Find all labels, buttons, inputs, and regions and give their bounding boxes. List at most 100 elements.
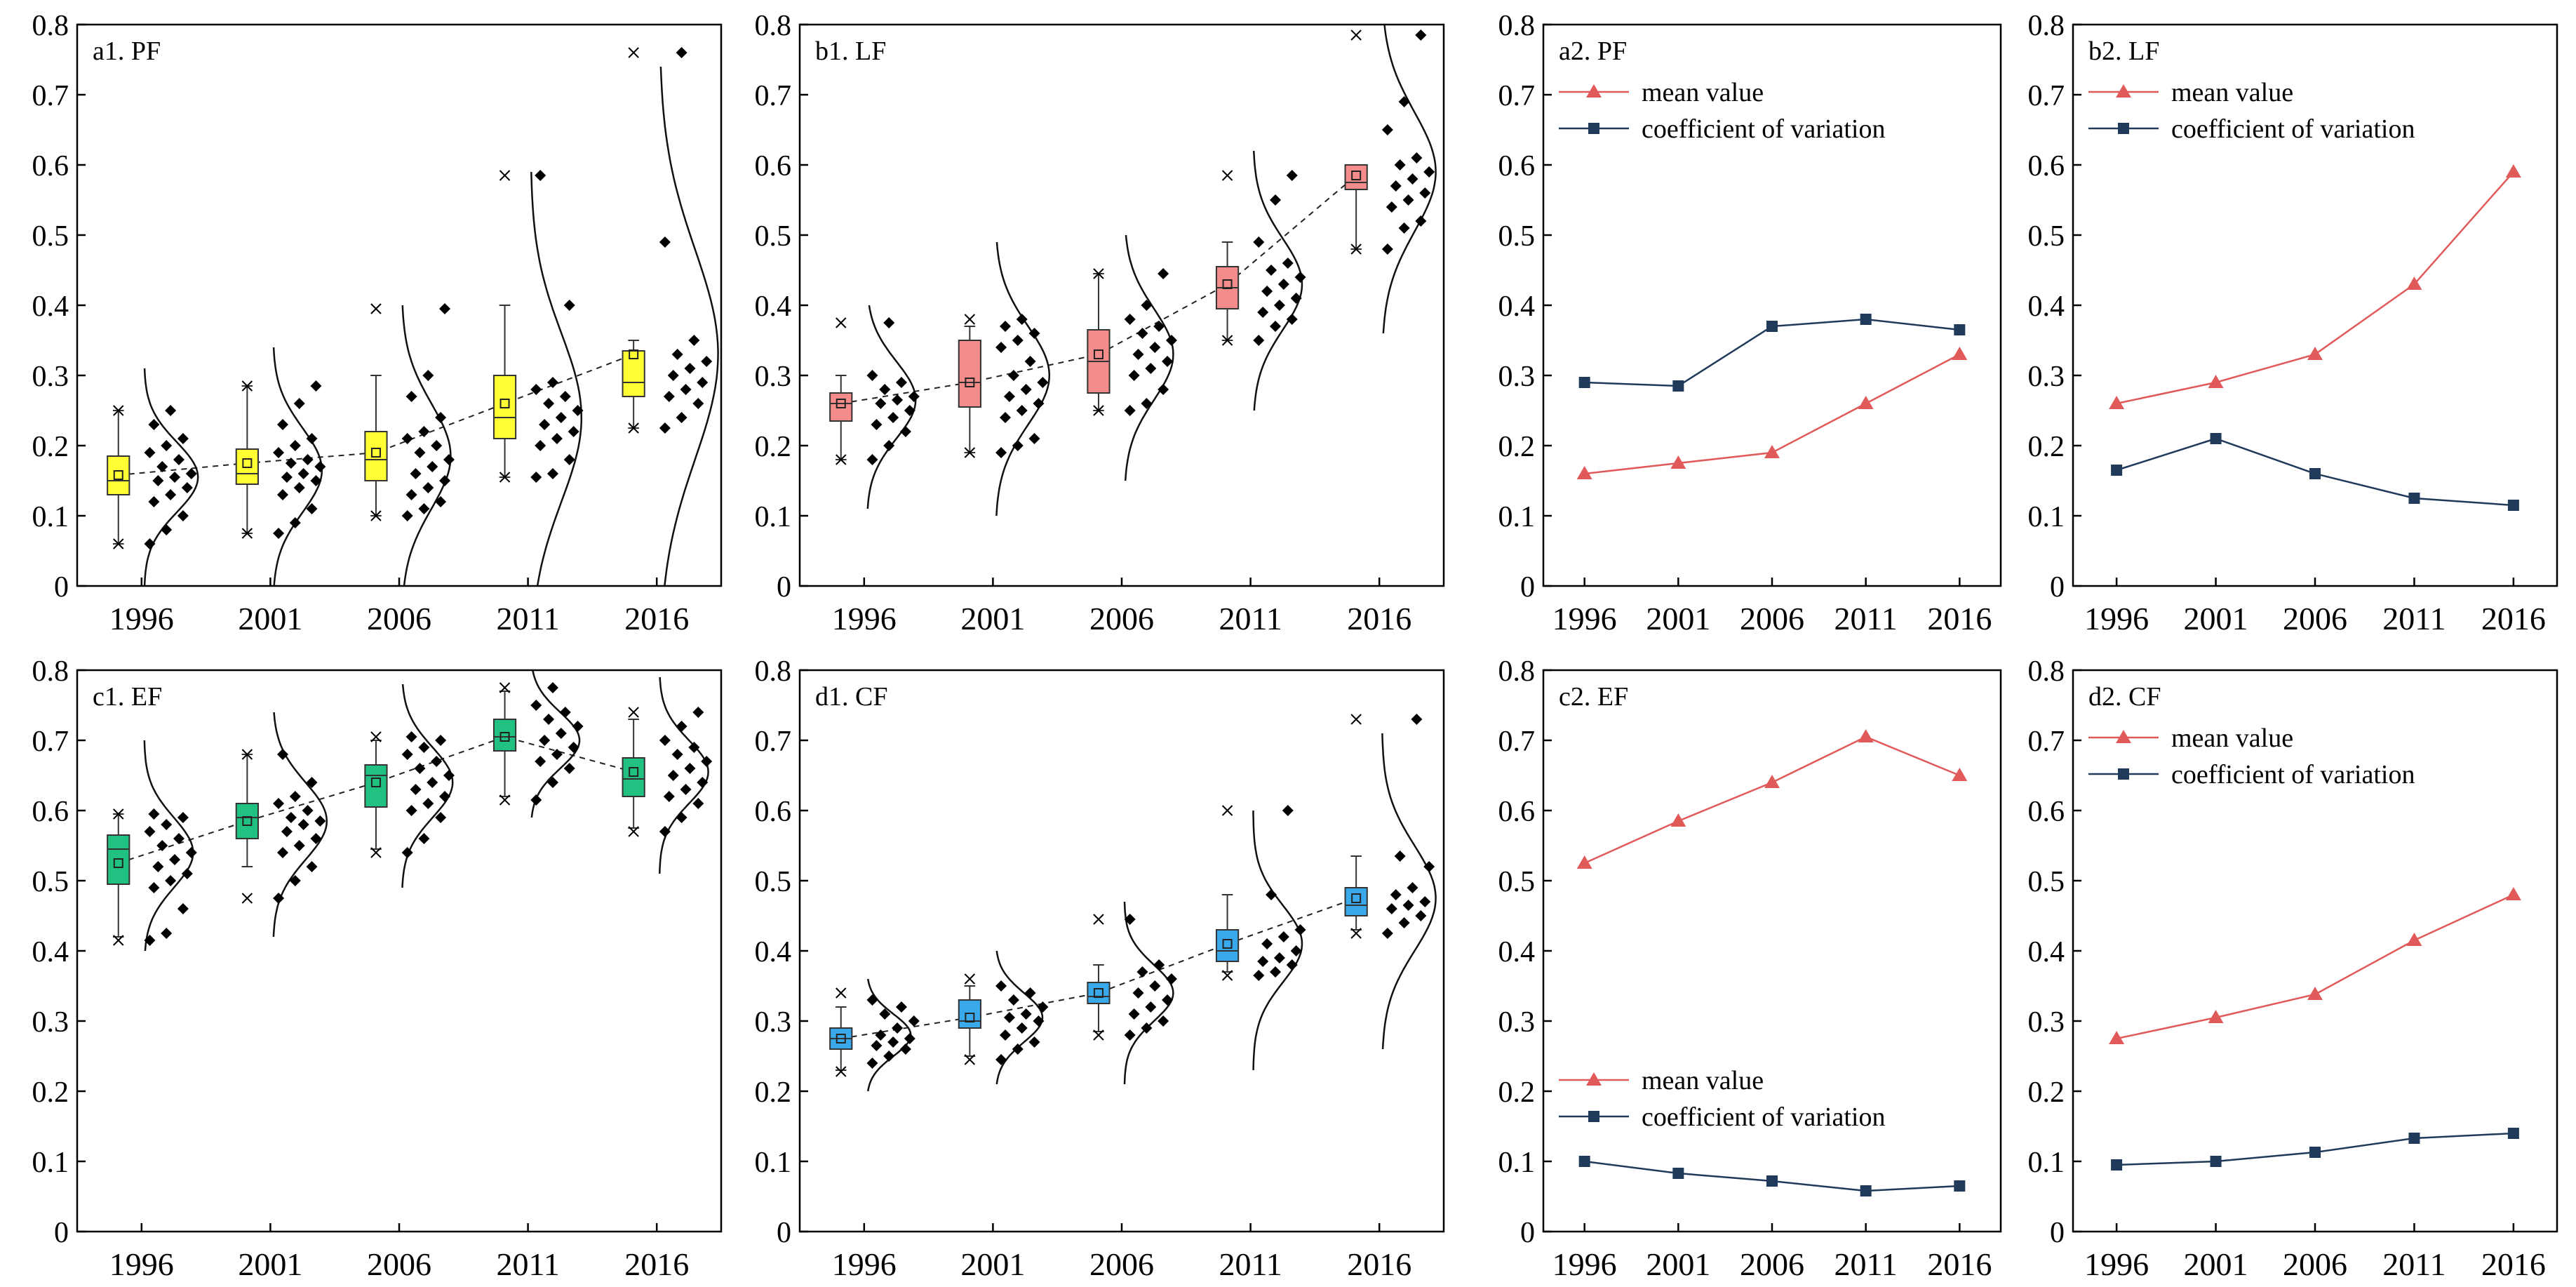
y-tick-label: 0.2	[1498, 1076, 1536, 1109]
panel-b2: 0 0.1 0.2 0.3 0.4 0.5 0.6 0.7 0.8 b2. LF 1996 2001 2…	[2028, 10, 2558, 636]
distribution-curve	[866, 305, 917, 509]
data-point	[165, 489, 177, 500]
y-tick-label: 0.2	[2028, 431, 2065, 463]
y-tick-label: 0.8	[1498, 10, 1536, 42]
y-tick-label: 0.2	[32, 431, 69, 463]
data-point	[1286, 959, 1298, 971]
legend-label: mean value	[2171, 78, 2293, 107]
data-point	[281, 472, 293, 483]
box-1996	[829, 305, 920, 509]
data-point	[1277, 279, 1289, 290]
square-marker	[2309, 468, 2321, 479]
mean-marker	[629, 767, 639, 777]
mean-marker	[499, 399, 510, 408]
data-point	[410, 784, 422, 795]
data-point	[173, 454, 185, 465]
triangle-marker	[2109, 1031, 2125, 1044]
data-point	[161, 819, 173, 830]
mean-marker	[1222, 279, 1233, 289]
y-tick-label: 0.6	[2028, 150, 2065, 182]
data-point	[895, 377, 907, 388]
x-tick-label: 2011	[2382, 1246, 2446, 1282]
panel-c1: 0 0.1 0.2 0.3 0.4 0.5 0.6 0.7 0.8 c1. EF 1996 2001 2…	[32, 655, 723, 1282]
series-square	[1578, 1156, 1966, 1196]
data-point	[1419, 896, 1431, 907]
mean-marker	[242, 458, 253, 468]
distribution-curve	[530, 669, 581, 818]
square-marker	[2408, 1133, 2420, 1144]
data-point	[439, 303, 451, 314]
x-tick-label: 2011	[1834, 1246, 1898, 1282]
y-tick-label: 0.4	[755, 936, 792, 968]
data-point	[1033, 1015, 1045, 1027]
data-point	[866, 370, 878, 381]
square-marker	[1578, 377, 1590, 388]
data-point	[431, 440, 443, 451]
legend-label: mean value	[2171, 723, 2293, 753]
square-marker	[2309, 1147, 2321, 1158]
data-point	[1132, 349, 1144, 360]
data-point	[879, 1008, 891, 1020]
y-tick-label: 0	[2050, 1217, 2065, 1249]
data-point	[546, 377, 558, 388]
data-point	[1253, 970, 1265, 981]
legend-square-marker	[2118, 123, 2129, 134]
data-point	[883, 440, 895, 451]
data-point	[1266, 265, 1277, 276]
mean-marker	[370, 448, 381, 458]
triangle-marker	[2307, 987, 2323, 1000]
y-tick-label: 0.7	[755, 726, 792, 758]
data-point	[273, 798, 285, 809]
outlier-marker	[1093, 405, 1104, 416]
data-point	[1149, 342, 1161, 353]
data-point	[563, 300, 575, 311]
square-marker	[2111, 465, 2123, 476]
triangle-marker	[2208, 1010, 2224, 1023]
y-tick-label: 0.6	[2028, 796, 2065, 828]
y-tick-label: 0.4	[32, 291, 69, 323]
data-point	[422, 798, 434, 809]
data-point	[1269, 966, 1281, 978]
mean-marker	[965, 1013, 975, 1022]
data-point	[539, 419, 551, 430]
box-2011	[1215, 805, 1306, 1071]
box-2016	[622, 676, 713, 874]
y-tick-label: 0.1	[1498, 1147, 1536, 1179]
y-tick-label: 0.3	[32, 1006, 69, 1039]
y-tick-label: 0.2	[32, 1076, 69, 1109]
data-point	[663, 391, 675, 402]
mean-marker	[113, 470, 123, 480]
square-marker	[2408, 493, 2420, 504]
x-tick-label: 1996	[832, 1246, 897, 1282]
data-point	[995, 447, 1007, 458]
panel-title: a1. PF	[93, 36, 161, 66]
box-body	[958, 340, 981, 408]
data-point	[435, 735, 447, 746]
y-tick-label: 0.3	[1498, 361, 1536, 393]
data-point	[1423, 166, 1435, 178]
data-point	[1294, 924, 1306, 935]
data-point	[169, 854, 181, 865]
data-point	[148, 882, 160, 893]
panel-title: d1. CF	[815, 682, 887, 712]
data-point	[405, 731, 417, 742]
data-point	[908, 1015, 920, 1027]
data-point	[1407, 173, 1418, 185]
square-marker	[1860, 1185, 1872, 1196]
y-tick-label: 0.5	[1498, 220, 1536, 253]
data-point	[1124, 914, 1136, 925]
data-point	[185, 468, 197, 479]
box-body	[107, 455, 130, 495]
triangle-marker	[1576, 855, 1592, 869]
mean-marker	[499, 732, 510, 742]
y-tick-label: 0.6	[755, 796, 792, 828]
data-point	[1381, 124, 1393, 135]
data-point	[899, 426, 911, 437]
data-point	[535, 440, 546, 451]
data-point	[1290, 945, 1302, 956]
x-tick-label: 2006	[1740, 601, 1804, 636]
data-point	[530, 794, 542, 806]
data-point	[1037, 377, 1049, 388]
y-tick-label: 0.7	[32, 80, 69, 112]
data-point	[401, 433, 413, 444]
